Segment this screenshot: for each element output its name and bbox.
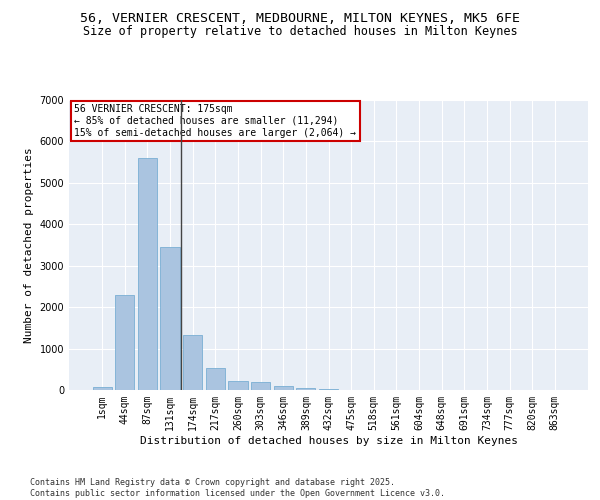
Bar [296,388,316,390]
Text: 56 VERNIER CRESCENT: 175sqm
← 85% of detached houses are smaller (11,294)
15% of: 56 VERNIER CRESCENT: 175sqm ← 85% of det… [74,104,356,138]
Bar [229,381,248,390]
Bar [160,247,180,390]
Bar [319,389,338,390]
Bar [138,158,157,390]
Text: Size of property relative to detached houses in Milton Keynes: Size of property relative to detached ho… [83,25,517,38]
Bar [274,386,293,390]
Y-axis label: Number of detached properties: Number of detached properties [24,147,34,343]
Bar [206,368,225,390]
X-axis label: Distribution of detached houses by size in Milton Keynes: Distribution of detached houses by size … [139,436,517,446]
Text: 56, VERNIER CRESCENT, MEDBOURNE, MILTON KEYNES, MK5 6FE: 56, VERNIER CRESCENT, MEDBOURNE, MILTON … [80,12,520,26]
Bar [251,382,270,390]
Text: Contains HM Land Registry data © Crown copyright and database right 2025.
Contai: Contains HM Land Registry data © Crown c… [30,478,445,498]
Bar [183,336,202,390]
Bar [115,294,134,390]
Bar [92,386,112,390]
